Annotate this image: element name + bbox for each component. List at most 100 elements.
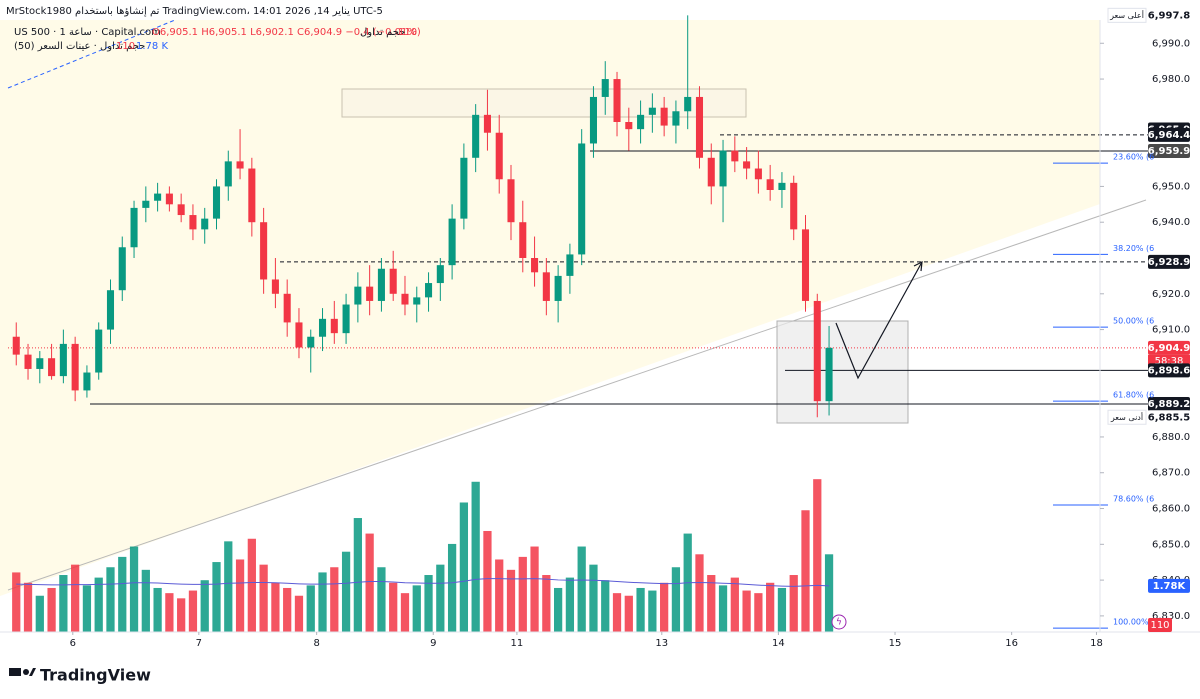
volume-bar — [259, 564, 268, 632]
candle-body — [389, 268, 397, 294]
price-label: 6,898.6 — [1148, 365, 1190, 376]
ma-label: 1.78K — [1153, 581, 1187, 592]
brand: TradingView — [40, 666, 151, 685]
candle-body — [731, 150, 739, 162]
forecast-arrow — [835, 261, 923, 380]
price-label-box — [1148, 8, 1190, 23]
candle-body — [684, 96, 692, 112]
volume-bar — [766, 582, 775, 632]
candle-body — [578, 143, 586, 255]
volume-bar — [23, 582, 33, 632]
demand-zone — [776, 320, 909, 424]
volume-bar — [730, 577, 739, 632]
candle-body — [59, 343, 67, 377]
candle-body — [790, 182, 798, 230]
candle-body — [177, 204, 185, 216]
price-label: 6,904.9 — [1148, 343, 1190, 354]
candle-body — [801, 229, 810, 301]
candle-body — [224, 161, 232, 187]
volume-bar — [82, 585, 92, 632]
price-label: 6,889.2 — [1148, 399, 1190, 410]
x-tick-label: 15 — [889, 638, 902, 649]
candle-body — [672, 111, 680, 126]
candle-body — [648, 107, 656, 115]
volume-bar — [224, 541, 233, 632]
price-note: أدنى سعر — [1110, 412, 1143, 422]
volume-bar — [212, 562, 221, 632]
y-tick-label: 6,860.0 — [1152, 504, 1190, 515]
candle-body — [71, 343, 79, 391]
symbol: US 500 · 1 ساعة · Capital.com — [14, 27, 161, 38]
y-tick-label: 6,910.0 — [1152, 325, 1190, 336]
volume-bar — [177, 598, 186, 632]
candle-body — [366, 286, 374, 301]
volume-bar — [648, 590, 657, 632]
volume-bar — [495, 559, 504, 632]
volume-bar — [318, 572, 327, 632]
volume-bar — [400, 593, 410, 632]
volume-bar — [294, 595, 304, 632]
ma-volume: 110 — [116, 41, 135, 52]
x-tick-label: 7 — [196, 638, 202, 649]
candle-body — [637, 114, 645, 130]
volume-bar — [447, 543, 457, 632]
volume-label-box — [1148, 618, 1172, 632]
volume-bar — [94, 577, 103, 632]
price-label: 6,964.4 — [1148, 130, 1190, 141]
candle-body — [743, 161, 751, 169]
candle-body — [695, 96, 704, 158]
fib-label: 61.80% (6 — [1113, 391, 1154, 400]
volume-bar — [165, 593, 174, 632]
volume-bar — [235, 559, 245, 632]
trend-zone — [0, 20, 1100, 596]
y-tick-label: 6,830.0 — [1152, 611, 1190, 622]
price-label: 6,997.8 — [1148, 10, 1190, 21]
y-tick-label: 6,920.0 — [1152, 289, 1190, 300]
candle-body — [165, 193, 173, 205]
candle-body — [825, 347, 833, 402]
candle-body — [448, 218, 456, 266]
candle-body — [342, 304, 350, 334]
volume-bar — [589, 564, 598, 632]
trend-line — [7, 199, 1147, 591]
price-label-box — [1148, 363, 1190, 378]
volume-bar — [306, 585, 315, 632]
candle-body — [613, 79, 621, 122]
volume-ma — [16, 578, 830, 587]
countdown: 58:38 — [1155, 356, 1184, 367]
candle-body — [413, 297, 421, 305]
volume-bar — [188, 590, 198, 632]
volume-bar — [506, 569, 516, 632]
candle-body — [483, 114, 491, 133]
candle-body — [436, 265, 444, 284]
alert-icon[interactable] — [831, 614, 847, 630]
x-tick-label: 16 — [1005, 638, 1018, 649]
y-tick-label: 6,880.0 — [1152, 432, 1190, 443]
watermark: MrStock1980 تم إنشاؤها باستخدام TradingV… — [6, 6, 383, 17]
x-tick-label: 13 — [655, 638, 668, 649]
y-tick-label: 6,850.0 — [1152, 539, 1190, 550]
candle-body — [719, 150, 727, 187]
candle-body — [401, 293, 409, 305]
volume-bar — [471, 481, 480, 632]
candle-body — [130, 207, 138, 248]
volume-bar — [365, 533, 374, 632]
candle-body — [83, 372, 91, 391]
volume-bar — [554, 587, 563, 632]
ohlc: O6,905.1 H6,905.1 L6,902.1 C6,904.9 −0.4… — [152, 27, 421, 38]
candle-body — [566, 254, 574, 276]
price-note: أعلى سعر — [1109, 10, 1144, 20]
volume-bar — [330, 567, 339, 632]
volume-bar — [801, 510, 810, 632]
fib-label: 100.00% (6 — [1113, 618, 1159, 627]
volume-bar — [424, 575, 433, 632]
candle-body — [542, 272, 550, 301]
y-tick-label: 6,950.0 — [1152, 181, 1190, 192]
candle-body — [354, 286, 362, 305]
volume-bar — [141, 569, 150, 632]
price-note-box — [1107, 7, 1147, 23]
volume-bar — [153, 587, 162, 632]
alert-glyph: ϟ — [836, 618, 842, 628]
fib-label: 23.60% (6 — [1113, 153, 1154, 162]
